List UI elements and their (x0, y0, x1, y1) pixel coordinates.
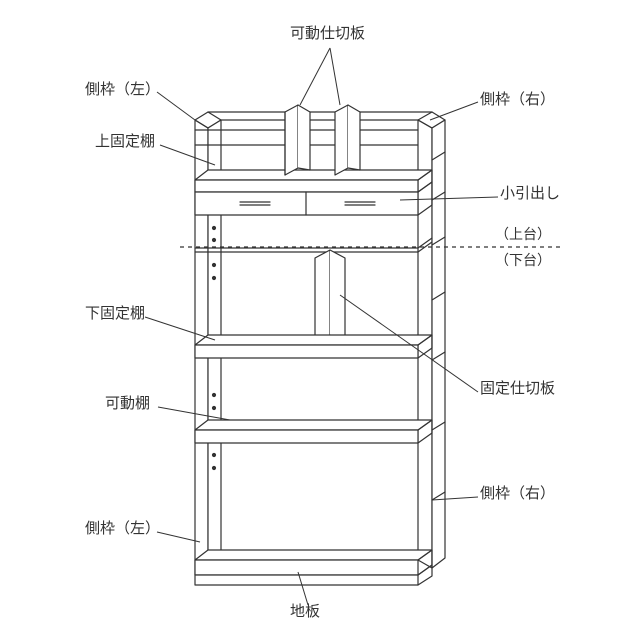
label-side-frame-right-lower: 側枠（右） (480, 482, 555, 503)
label-lower-fixed-shelf: 下固定棚 (85, 302, 145, 323)
label-small-drawer: 小引出し (500, 182, 560, 203)
label-upper-unit: （上台） (495, 224, 551, 244)
label-upper-fixed-shelf: 上固定棚 (95, 130, 155, 151)
label-fixed-divider: 固定仕切板 (480, 377, 555, 398)
label-side-frame-right-upper: 側枠（右） (480, 88, 555, 109)
label-movable-shelf: 可動棚 (105, 392, 150, 413)
label-side-frame-left-lower: 側枠（左） (85, 517, 160, 538)
label-side-frame-left-upper: 側枠（左） (85, 78, 160, 99)
label-bottom-board: 地板 (290, 600, 320, 621)
label-top-divider: 可動仕切板 (290, 22, 365, 43)
label-lower-unit: （下台） (495, 250, 551, 270)
